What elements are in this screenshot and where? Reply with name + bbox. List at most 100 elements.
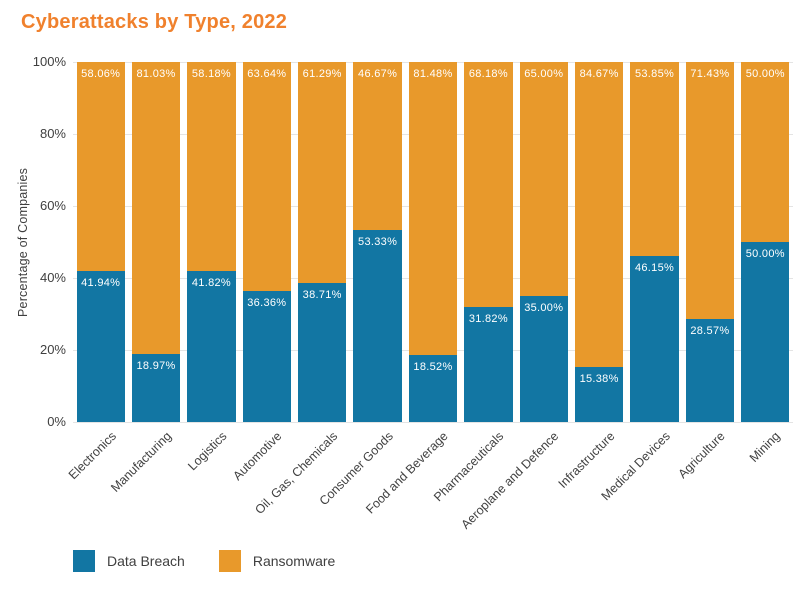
bar-segment-label: 18.52% xyxy=(413,361,453,374)
bar-segment-label: 31.82% xyxy=(468,313,508,326)
bar-segment-label: 58.18% xyxy=(191,68,231,80)
y-tick-label: 40% xyxy=(39,270,66,285)
bar-segment-label: 65.00% xyxy=(524,68,564,80)
bar-segment-label: 38.71% xyxy=(302,288,342,301)
bar-segment-data-breach: 35.00% xyxy=(519,296,568,422)
y-tick-label: 100% xyxy=(32,54,66,69)
bar-segment-ransomware: 84.67% xyxy=(574,62,624,367)
x-axis-label: Agriculture xyxy=(675,429,728,482)
bar-segment-data-breach: 18.52% xyxy=(408,355,458,422)
stacked-bar: 50.00% 50.00% xyxy=(741,62,790,422)
bar-group: 53.85% 46.15% xyxy=(627,62,682,422)
bar-segment-label: 53.85% xyxy=(634,68,675,80)
bar-segment-label: 46.15% xyxy=(634,261,675,274)
bar-segment-label: 18.97% xyxy=(136,359,176,372)
bar-segment-label: 35.00% xyxy=(524,302,564,314)
stacked-bar: 71.43% 28.57% xyxy=(685,62,735,422)
legend-item-data-breach: Data Breach xyxy=(73,550,185,572)
bar-segment-label: 46.67% xyxy=(358,68,398,80)
stacked-bar: 61.29% 38.71% xyxy=(298,62,347,422)
bar-group: 61.29% 38.71% xyxy=(295,62,350,422)
y-tick-label: 60% xyxy=(39,198,66,213)
bar-group: 63.64% 36.36% xyxy=(239,62,294,422)
y-tick-label: 80% xyxy=(39,126,66,141)
bar-segment-label: 41.82% xyxy=(191,277,231,290)
plot-area: 58.06% 41.94% 81.03% 18.97% 58.18% 41.82% 63.6… xyxy=(73,61,793,423)
stacked-bar: 58.06% 41.94% xyxy=(76,62,125,422)
bar-segment-label: 81.48% xyxy=(413,68,453,80)
x-axis-label: Electronics xyxy=(65,429,119,483)
bar-group: 50.00% 50.00% xyxy=(738,62,793,422)
bar-segment-data-breach: 28.57% xyxy=(685,319,735,422)
bar-segment-ransomware: 65.00% xyxy=(519,62,568,296)
bar-segment-data-breach: 31.82% xyxy=(464,307,513,422)
stacked-bar: 68.18% 31.82% xyxy=(464,62,513,422)
bar-segment-label: 53.33% xyxy=(358,236,398,248)
x-axis-label: Aeroplane and Defence xyxy=(458,429,562,532)
stacked-bar: 46.67% 53.33% xyxy=(353,62,402,422)
bar-group: 84.67% 15.38% xyxy=(571,62,626,422)
x-axis-label: Mining xyxy=(747,429,784,465)
bar-segment-ransomware: 63.64% xyxy=(242,62,292,292)
stacked-bar: 58.18% 41.82% xyxy=(187,62,236,422)
bar-group: 81.03% 18.97% xyxy=(128,62,183,422)
bar-segment-label: 84.67% xyxy=(579,68,619,80)
bar-segment-label: 50.00% xyxy=(745,248,785,260)
stacked-bar: 63.64% 36.36% xyxy=(242,62,292,422)
bar-group: 58.18% 41.82% xyxy=(184,62,239,422)
bar-group: 81.48% 18.52% xyxy=(405,62,460,422)
chart-title: Cyberattacks by Type, 2022 xyxy=(21,11,288,33)
x-axis-label: Infrastructure xyxy=(555,429,618,491)
bar-segment-ransomware: 58.06% xyxy=(76,62,125,272)
gridline xyxy=(73,421,793,423)
bar-segment-ransomware: 58.18% xyxy=(187,62,236,272)
y-tick-label: 0% xyxy=(47,414,66,429)
bar-segment-ransomware: 50.00% xyxy=(741,62,790,242)
bar-group: 46.67% 53.33% xyxy=(350,62,405,422)
stacked-bar: 81.48% 18.52% xyxy=(408,62,458,422)
bar-segment-ransomware: 81.48% xyxy=(408,62,458,356)
bar-segment-ransomware: 61.29% xyxy=(298,62,347,283)
stacked-bar: 84.67% 15.38% xyxy=(574,62,624,422)
bar-segment-label: 15.38% xyxy=(579,372,619,385)
bar-segment-label: 71.43% xyxy=(690,68,730,80)
bar-segment-ransomware: 53.85% xyxy=(630,62,679,256)
bar-segment-data-breach: 18.97% xyxy=(131,353,181,422)
bar-group: 65.00% 35.00% xyxy=(516,62,571,422)
bar-segment-label: 81.03% xyxy=(136,68,176,80)
bar-segment-label: 28.57% xyxy=(690,325,730,338)
bar-segment-label: 68.18% xyxy=(468,68,508,80)
legend-label: Data Breach xyxy=(107,553,185,569)
y-axis: 0% 20% 40% 60% 80% 100% xyxy=(0,54,66,429)
bar-segment-label: 61.29% xyxy=(302,68,342,80)
stacked-bar: 53.85% 46.15% xyxy=(630,62,679,422)
x-axis: Electronics Manufacturing Logistics Automot… xyxy=(65,429,793,549)
stacked-bar: 65.00% 35.00% xyxy=(519,62,568,422)
bar-segment-ransomware: 71.43% xyxy=(685,62,735,320)
x-axis-label: Logistics xyxy=(185,429,230,474)
bar-segment-data-breach: 53.33% xyxy=(353,230,402,422)
bar-segment-data-breach: 36.36% xyxy=(242,291,292,422)
x-axis-label: Automotive xyxy=(230,429,285,484)
bar-segment-data-breach: 50.00% xyxy=(741,242,790,422)
bar-group: 58.06% 41.94% xyxy=(73,62,128,422)
bar-segment-data-breach: 41.94% xyxy=(76,271,125,422)
y-tick-label: 20% xyxy=(39,342,66,357)
bar-segment-data-breach: 15.38% xyxy=(574,366,624,422)
bar-segment-data-breach: 41.82% xyxy=(187,271,236,422)
bar-segment-label: 63.64% xyxy=(247,68,287,80)
legend-item-ransomware: Ransomware xyxy=(218,550,336,572)
bar-segment-label: 36.36% xyxy=(247,297,287,310)
legend-label: Ransomware xyxy=(252,553,336,569)
bar-group: 71.43% 28.57% xyxy=(682,62,737,422)
bar-group: 68.18% 31.82% xyxy=(461,62,516,422)
bar-segment-label: 50.00% xyxy=(745,68,785,80)
ransomware-swatch xyxy=(218,550,241,572)
bar-segment-label: 41.94% xyxy=(81,277,121,290)
bar-segment-ransomware: 46.67% xyxy=(353,62,402,230)
bar-segment-data-breach: 46.15% xyxy=(630,255,679,422)
legend: Data Breach Ransomware xyxy=(73,550,335,572)
bar-segment-data-breach: 38.71% xyxy=(298,282,347,422)
stacked-bar: 81.03% 18.97% xyxy=(131,62,181,422)
data-breach-swatch xyxy=(73,550,95,572)
